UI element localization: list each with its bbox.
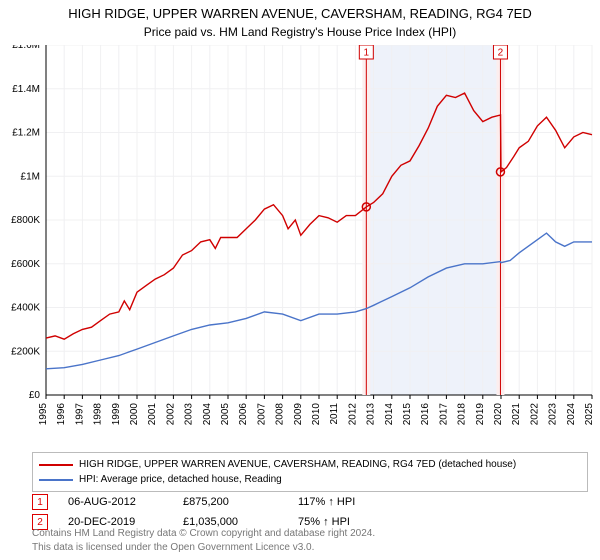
- x-tick-label: 2020: [493, 402, 504, 425]
- x-tick-label: 2025: [584, 402, 595, 425]
- sale-price-1: £875,200: [183, 496, 278, 508]
- x-tick-label: 2000: [129, 402, 140, 425]
- x-tick-label: 2005: [220, 402, 231, 425]
- footer-line-2: This data is licensed under the Open Gov…: [32, 541, 588, 555]
- legend-label-property: HIGH RIDGE, UPPER WARREN AVENUE, CAVERSH…: [79, 457, 516, 472]
- x-tick-label: 2001: [147, 402, 158, 425]
- x-tick-label: 2024: [566, 402, 577, 425]
- y-tick-label: £800K: [11, 215, 40, 226]
- sale-pct-1: 117% ↑ HPI: [298, 496, 393, 508]
- y-tick-label: £400K: [11, 302, 40, 313]
- x-tick-label: 1997: [74, 402, 85, 425]
- x-tick-label: 1999: [111, 402, 122, 425]
- x-tick-label: 1998: [93, 402, 104, 425]
- x-tick-label: 2016: [420, 402, 431, 425]
- x-tick-label: 2003: [184, 402, 195, 425]
- x-tick-label: 2006: [238, 402, 249, 425]
- x-tick-label: 2004: [202, 402, 213, 425]
- legend-row-property: HIGH RIDGE, UPPER WARREN AVENUE, CAVERSH…: [39, 457, 581, 472]
- x-tick-label: 2008: [275, 402, 286, 425]
- footer: Contains HM Land Registry data © Crown c…: [32, 527, 588, 554]
- footer-line-1: Contains HM Land Registry data © Crown c…: [32, 527, 588, 541]
- y-tick-label: £1.6M: [12, 45, 40, 51]
- sale-flag-1: 1: [32, 494, 48, 510]
- x-tick-label: 2017: [438, 402, 449, 425]
- y-tick-label: £0: [29, 390, 41, 401]
- x-tick-label: 2015: [402, 402, 413, 425]
- chart-area: £0 £200K £400K £600K £800K £1M £1.2M £1.4M £1.6M…: [0, 45, 600, 445]
- flag-label: 2: [498, 48, 504, 59]
- sale-date-1: 06-AUG-2012: [68, 496, 163, 508]
- y-tick-label: £600K: [11, 259, 40, 270]
- x-tick-label: 2013: [366, 402, 377, 425]
- x-tick-label: 2019: [475, 402, 486, 425]
- x-tick-label: 2021: [511, 402, 522, 425]
- flag-label: 1: [364, 48, 370, 59]
- sale-row-1: 1 06-AUG-2012 £875,200 117% ↑ HPI: [32, 494, 588, 510]
- x-tick-label: 2022: [529, 402, 540, 425]
- y-tick-label: £1M: [21, 171, 40, 182]
- x-tick-label: 1996: [56, 402, 67, 425]
- line-chart-svg: £0 £200K £400K £600K £800K £1M £1.2M £1.4M £1.6M…: [0, 45, 600, 445]
- legend-row-hpi: HPI: Average price, detached house, Read…: [39, 472, 581, 487]
- legend: HIGH RIDGE, UPPER WARREN AVENUE, CAVERSH…: [32, 452, 588, 492]
- legend-swatch-property: [39, 464, 73, 466]
- legend-swatch-hpi: [39, 479, 73, 481]
- y-tick-label: £200K: [11, 346, 40, 357]
- x-tick-label: 1995: [38, 402, 49, 425]
- y-tick-label: £1.2M: [12, 127, 40, 138]
- x-tick-label: 2002: [165, 402, 176, 425]
- chart-subtitle: Price paid vs. HM Land Registry's House …: [0, 23, 600, 39]
- x-tick-label: 2007: [256, 402, 267, 425]
- x-tick-label: 2012: [347, 402, 358, 425]
- x-tick-label: 2009: [293, 402, 304, 425]
- legend-label-hpi: HPI: Average price, detached house, Read…: [79, 472, 282, 487]
- chart-title: HIGH RIDGE, UPPER WARREN AVENUE, CAVERSH…: [0, 0, 600, 23]
- x-tick-label: 2023: [548, 402, 559, 425]
- x-tick-label: 2014: [384, 402, 395, 425]
- x-tick-label: 2018: [457, 402, 468, 425]
- y-tick-label: £1.4M: [12, 84, 40, 95]
- x-tick-label: 2010: [311, 402, 322, 425]
- x-tick-label: 2011: [329, 402, 340, 424]
